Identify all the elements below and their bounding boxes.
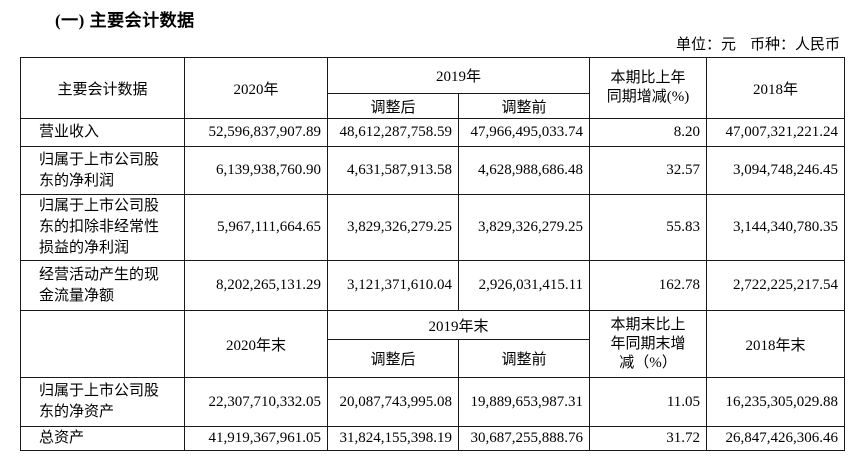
header-adjusted-after: 调整后 bbox=[327, 339, 459, 378]
header-2018: 2018年 bbox=[706, 57, 846, 119]
value-2019-adjusted: 3,829,326,279.25 bbox=[327, 194, 459, 261]
metric-label: 营业收入 bbox=[20, 118, 185, 147]
metric-label: 归属于上市公司股东的净利润 bbox=[20, 146, 185, 195]
value-2019-adjusted: 20,087,743,995.08 bbox=[327, 377, 459, 427]
header-2020-end: 2020年末 bbox=[184, 310, 328, 378]
key-accounting-data-table: 主要会计数据 2020年 2019年 本期比上年 同期增减(%) 2018年 调… bbox=[20, 57, 846, 451]
table-row-revenue: 营业收入 52,596,837,907.89 48,612,287,758.59… bbox=[20, 118, 846, 147]
value-2020: 22,307,710,332.05 bbox=[184, 377, 328, 427]
unit-label: 单位：元 bbox=[675, 37, 736, 53]
value-2020: 52,596,837,907.89 bbox=[184, 118, 328, 147]
table-row-total-assets: 总资产 41,919,367,961.05 31,824,155,398.19 … bbox=[20, 426, 846, 451]
value-change-pct: 8.20 bbox=[589, 118, 708, 147]
header-adjusted-after: 调整后 bbox=[327, 93, 459, 119]
value-change-pct: 162.78 bbox=[589, 260, 708, 311]
header-2019-end-group: 2019年末 bbox=[326, 310, 591, 340]
value-2019-original: 4,628,988,686.48 bbox=[457, 146, 591, 195]
header-adjusted-before: 调整前 bbox=[457, 93, 591, 119]
section-title: (一) 主要会计数据 bbox=[55, 11, 195, 30]
value-2020: 41,919,367,961.05 bbox=[184, 426, 328, 451]
value-2019-original: 30,687,255,888.76 bbox=[457, 426, 591, 451]
table-row-operating-cash-flow: 经营活动产生的现金流量净额 8,202,265,131.29 3,121,371… bbox=[20, 260, 846, 311]
value-2018: 2,722,225,217.54 bbox=[706, 260, 846, 311]
metric-label: 归属于上市公司股东的扣除非经常性损益的净利润 bbox=[20, 194, 185, 261]
value-change-pct: 32.57 bbox=[589, 146, 708, 195]
header-adjusted-before: 调整前 bbox=[457, 339, 591, 378]
value-2018: 3,144,340,780.35 bbox=[706, 194, 846, 261]
value-2019-original: 47,966,495,033.74 bbox=[457, 118, 591, 147]
header-2020: 2020年 bbox=[184, 57, 328, 119]
table-row-net-assets: 归属于上市公司股东的净资产 22,307,710,332.05 20,087,7… bbox=[20, 377, 846, 427]
header-2018-end: 2018年末 bbox=[706, 310, 846, 378]
unit-currency-line: 单位：元 币种：人民币 bbox=[20, 33, 840, 54]
header-metric-empty bbox=[20, 310, 185, 378]
currency-label: 币种：人民币 bbox=[749, 37, 840, 53]
metric-label: 经营活动产生的现金流量净额 bbox=[20, 260, 185, 311]
value-2018: 47,007,321,221.24 bbox=[706, 118, 846, 147]
value-2019-original: 2,926,031,415.11 bbox=[457, 260, 591, 311]
header-end-yoy-change: 本期末比上 年同期末增 减（%） bbox=[589, 310, 708, 378]
value-2019-adjusted: 4,631,587,913.58 bbox=[327, 146, 459, 195]
value-2019-adjusted: 48,612,287,758.59 bbox=[327, 118, 459, 147]
table-row-deducted-net-profit: 归属于上市公司股东的扣除非经常性损益的净利润 5,967,111,664.65 … bbox=[20, 194, 846, 261]
metric-label: 总资产 bbox=[20, 426, 185, 451]
header-metric: 主要会计数据 bbox=[20, 57, 185, 119]
value-2018: 16,235,305,029.88 bbox=[706, 377, 846, 427]
value-change-pct: 31.72 bbox=[589, 426, 708, 451]
value-2018: 26,847,426,306.46 bbox=[706, 426, 846, 451]
metric-label: 归属于上市公司股东的净资产 bbox=[20, 377, 185, 427]
value-2020: 5,967,111,664.65 bbox=[184, 194, 328, 261]
value-2019-adjusted: 3,121,371,610.04 bbox=[327, 260, 459, 311]
value-change-pct: 55.83 bbox=[589, 194, 708, 261]
table-row-net-profit: 归属于上市公司股东的净利润 6,139,938,760.90 4,631,587… bbox=[20, 146, 846, 195]
header-2019-group: 2019年 bbox=[326, 57, 591, 94]
value-2020: 8,202,265,131.29 bbox=[184, 260, 328, 311]
value-change-pct: 11.05 bbox=[589, 377, 708, 427]
header-yoy-change: 本期比上年 同期增减(%) bbox=[589, 57, 708, 119]
value-2020: 6,139,938,760.90 bbox=[184, 146, 328, 195]
value-2019-original: 3,829,326,279.25 bbox=[457, 194, 591, 261]
value-2019-original: 19,889,653,987.31 bbox=[457, 377, 591, 427]
value-2019-adjusted: 31,824,155,398.19 bbox=[327, 426, 459, 451]
value-2018: 3,094,748,246.45 bbox=[706, 146, 846, 195]
